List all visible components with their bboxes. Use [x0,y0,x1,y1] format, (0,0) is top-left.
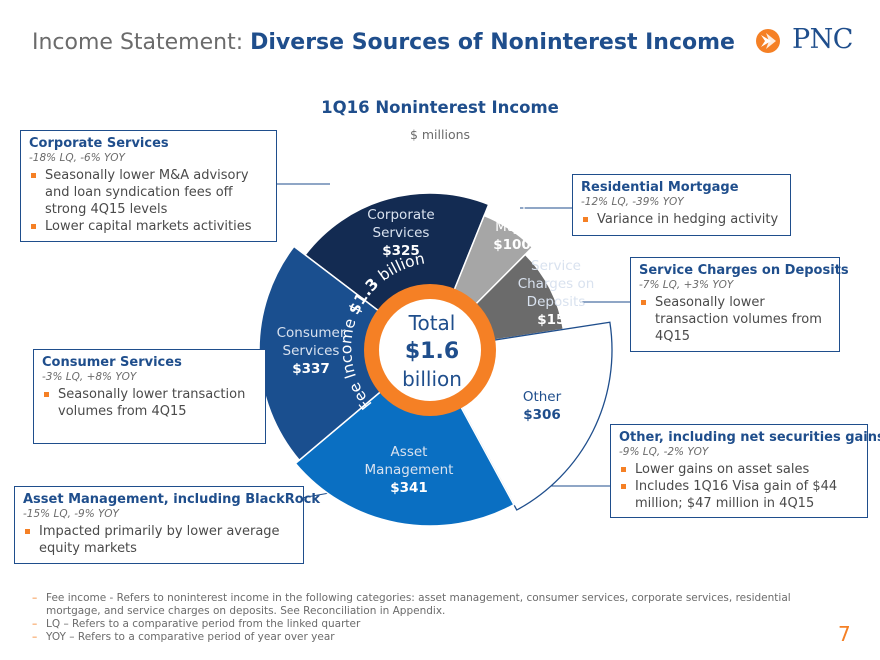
page-number: 7 [838,622,851,646]
callout-bullet: Includes 1Q16 Visa gain of $44 million; … [619,478,859,512]
callout-change: -15% LQ, -9% YOY [23,508,119,520]
page-title: Income Statement: Diverse Sources of Non… [32,30,735,55]
center-total-unit: billion [402,367,462,391]
slice-label: Other [523,389,562,405]
callout-bullet: Impacted primarily by lower average equi… [23,523,295,557]
callout-change: -18% LQ, -6% YOY [29,152,125,164]
logo-text: PNC [792,24,853,55]
callout-bullet: Seasonally lower M&A advisory and loan s… [29,167,268,218]
callout-bullet: Lower gains on asset sales [619,461,859,478]
slice-label: Consumer [277,325,346,341]
slice-value-label: $158 [537,312,575,328]
pnc-logo-icon [756,29,780,53]
callout-corporate-services: Corporate Services -18% LQ, -6% YOY Seas… [20,130,277,242]
chart-subtitle: $ millions [409,127,471,142]
chart-title: 1Q16 Noninterest Income [321,98,559,117]
slice-label: Services [283,343,340,359]
slice-label: Deposits [527,294,586,310]
center-total-value: $1.6 [405,339,459,364]
callout-asset-management: Asset Management, including BlackRock -1… [14,486,321,564]
slice-label: Corporate [367,207,435,223]
callout-consumer-services: Consumer Services -3% LQ, +8% YOY Season… [33,349,266,444]
slice-value-label: $325 [382,243,420,259]
callout-bullet: Seasonally lower transaction volumes fro… [639,294,831,345]
slice-value-label: $100 [493,237,531,253]
footnote-lq: LQ – Refers to a comparative period from… [32,618,812,631]
slice-value-label: $306 [523,407,561,423]
callout-title: Residential Mortgage [581,180,739,195]
callout-residential-mortgage: Residential Mortgage -12% LQ, -39% YOY V… [572,174,791,236]
page-title-plain: Income Statement: [32,30,251,55]
callout-change: -9% LQ, -2% YOY [619,446,709,458]
slice-label: Resi [498,201,526,217]
callout-title: Consumer Services [42,355,182,370]
slice-label: Service [531,258,581,274]
callout-change: -12% LQ, -39% YOY [581,196,684,208]
slice-label: Mtge [495,219,529,235]
callout-title: Other, including net securities gains [619,430,880,445]
callout-service-charges: Service Charges on Deposits -7% LQ, +3% … [630,257,849,352]
footnote-yoy: YOY – Refers to a comparative period of … [32,631,812,644]
callout-change: -7% LQ, +3% YOY [639,279,734,291]
center-total-label: Total [408,311,456,335]
pie-slice-asset-management [294,348,515,527]
footnote-fee-income: Fee income - Refers to noninterest incom… [32,592,812,618]
callout-title: Corporate Services [29,136,169,151]
slice-label: Asset [391,444,428,460]
callout-bullet: Seasonally lower transaction volumes fro… [42,386,257,420]
page-title-bold: Diverse Sources of Noninterest Income [250,30,735,55]
slice-label: Charges on [518,276,595,292]
callout-bullet: Lower capital markets activities [29,218,268,235]
slice-label: Services [373,225,430,241]
center-hole [379,299,481,401]
callout-title: Service Charges on Deposits [639,263,849,278]
callout-change: -3% LQ, +8% YOY [42,371,137,383]
callout-bullet: Variance in hedging activity [581,211,782,228]
slice-value-label: $337 [292,361,330,377]
callout-title: Asset Management, including BlackRock [23,492,321,507]
footnotes: Fee income - Refers to noninterest incom… [32,592,812,644]
slice-value-label: $341 [390,480,428,496]
slice-label: Management [365,462,454,478]
callout-other: Other, including net securities gains -9… [610,424,880,518]
